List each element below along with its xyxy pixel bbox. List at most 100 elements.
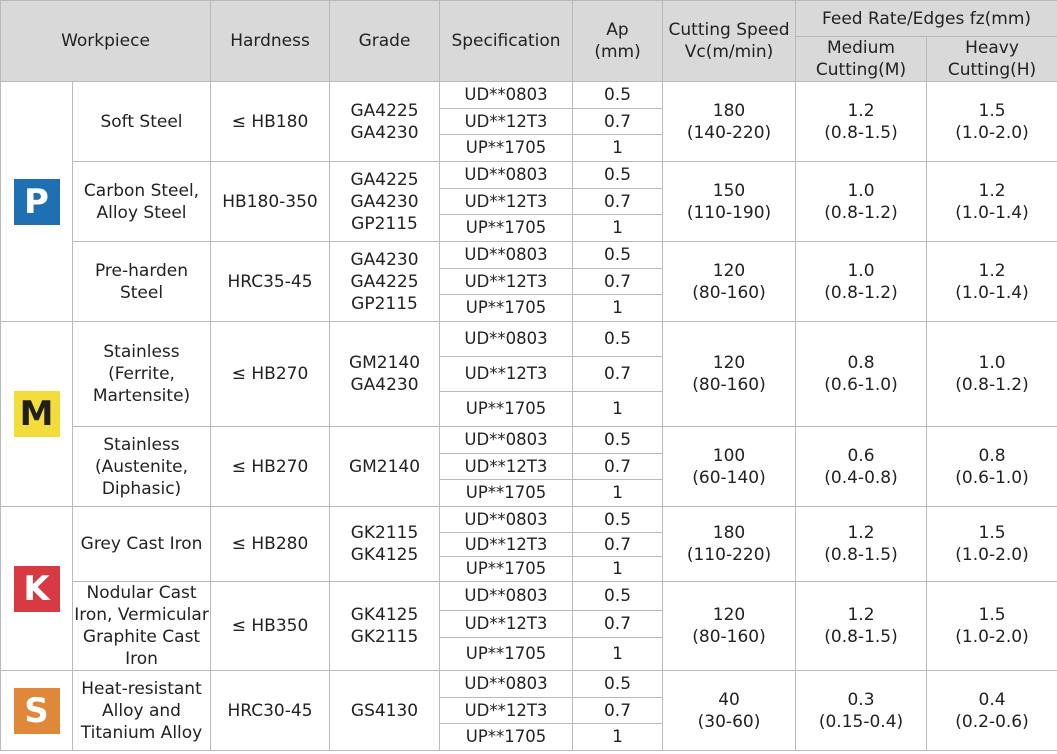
specification-cell: UD**12T3 [439, 532, 574, 557]
workpiece-cell: Stainless (Austenite, Diphasic) [71, 426, 212, 507]
table-row: Nodular Cast Iron, Vermicular Graphite C… [1, 580, 1057, 671]
ap-cell: 1 [572, 294, 664, 322]
header-hardness: Hardness [210, 0, 331, 82]
ap-cell: 0.7 [572, 356, 664, 392]
header-ap: Ap (mm) [572, 0, 664, 82]
specification-cell: UD**12T3 [439, 697, 574, 724]
grade-cell: GK4125 GK2115 [329, 581, 441, 671]
specification-cell: UD**12T3 [439, 188, 574, 215]
specification-cell: UD**0803 [439, 321, 574, 357]
grade-cell: GM2140 GA4230 [329, 321, 441, 427]
ap-cell: 0.7 [572, 188, 664, 215]
table-row: UP**1705 1 [1, 134, 1057, 162]
table-row: M Stainless (Ferrite, Martensite) ≤ HB270 G… [0, 321, 1057, 507]
table-row: UP**1705 1 [1, 479, 1057, 507]
header-feed-rate: Feed Rate/Edges fz(mm) [795, 0, 1057, 37]
cutting-speed-cell: 180 (140-220) [662, 81, 797, 162]
ap-cell: 0.7 [572, 610, 664, 639]
workpiece-cell: Carbon Steel, Alloy Steel [71, 161, 212, 242]
specification-cell: UP**1705 [439, 294, 574, 322]
specification-cell: UD**0803 [439, 506, 574, 533]
ap-cell: 0.5 [572, 161, 664, 189]
ap-cell: 0.5 [572, 241, 664, 269]
table-row: UD**12T3 0.7 [1, 453, 1057, 480]
header-workpiece: Workpiece [0, 0, 212, 82]
hardness-cell: ≤ HB280 [210, 506, 331, 582]
specification-cell: UD**12T3 [439, 610, 574, 639]
ap-cell: 1 [572, 214, 664, 242]
heavy-feed-cell: 0.4 (0.2-0.6) [926, 670, 1057, 751]
specification-cell: UD**12T3 [439, 356, 574, 392]
ap-cell: 1 [572, 479, 664, 507]
medium-feed-cell: 1.2 (0.8-1.5) [795, 506, 928, 582]
grade-cell: GA4225 GA4230 [329, 81, 441, 162]
iso-badge-k: K [13, 565, 60, 612]
hardness-cell: HB180-350 [210, 161, 331, 242]
table-body: P Soft Steel ≤ HB180 GA4225 GA4230 UD**0803 0… [0, 81, 1057, 751]
table-row: UP**1705 1 [1, 556, 1057, 582]
iso-badge-s: S [13, 687, 60, 734]
cutting-speed-cell: 120 (80-160) [662, 581, 797, 671]
workpiece-cell: Nodular Cast Iron, Vermicular Graphite C… [71, 581, 212, 671]
grade-cell: GK2115 GK4125 [329, 506, 441, 582]
specification-cell: UP**1705 [439, 479, 574, 507]
heavy-feed-cell: 1.5 (1.0-2.0) [926, 581, 1057, 671]
iso-group-cell: S [0, 670, 73, 751]
specification-cell: UP**1705 [439, 214, 574, 242]
specification-cell: UP**1705 [439, 723, 574, 751]
cutting-speed-cell: 120 (80-160) [662, 241, 797, 322]
grade-cell: GS4130 [329, 670, 441, 751]
ap-cell: 0.5 [572, 580, 664, 612]
ap-cell: 0.7 [572, 697, 664, 724]
medium-feed-cell: 1.2 (0.8-1.5) [795, 81, 928, 162]
specification-cell: UD**12T3 [439, 108, 574, 135]
table-row: UD**12T3 0.7 [1, 610, 1057, 639]
hardness-cell: ≤ HB180 [210, 81, 331, 162]
specification-cell: UD**0803 [439, 670, 574, 698]
iso-group-cell: M [0, 321, 73, 507]
ap-cell: 0.5 [572, 426, 664, 454]
heavy-feed-cell: 1.5 (1.0-2.0) [926, 506, 1057, 582]
cutting-speed-cell: 180 (110-220) [662, 506, 797, 582]
specification-cell: UP**1705 [439, 134, 574, 162]
ap-cell: 0.5 [572, 81, 664, 109]
specification-cell: UD**0803 [439, 580, 574, 612]
hardness-cell: ≤ HB270 [210, 321, 331, 427]
header-specification: Specification [439, 0, 574, 82]
specification-cell: UD**0803 [439, 81, 574, 109]
ap-cell: 0.7 [572, 268, 664, 295]
hardness-cell: HRC30-45 [210, 670, 331, 751]
ap-cell: 1 [572, 134, 664, 162]
workpiece-cell: Heat-resistant Alloy and Titanium Alloy [71, 670, 212, 751]
cutting-speed-cell: 120 (80-160) [662, 321, 797, 427]
workpiece-cell: Stainless (Ferrite, Martensite) [71, 321, 212, 427]
table-row: P Soft Steel ≤ HB180 GA4225 GA4230 UD**0803 0… [0, 81, 1057, 322]
table-row: Pre-harden Steel HRC35-45 GA4230 GA4225 GP… [1, 241, 1057, 322]
ap-cell: 1 [572, 637, 664, 671]
workpiece-cell: Soft Steel [71, 81, 212, 162]
ap-cell: 0.7 [572, 532, 664, 557]
ap-cell: 1 [572, 391, 664, 427]
heavy-feed-cell: 0.8 (0.6-1.0) [926, 426, 1057, 507]
table-row: UP**1705 1 [1, 723, 1057, 751]
specification-cell: UD**12T3 [439, 453, 574, 480]
specification-cell: UD**12T3 [439, 268, 574, 295]
table-row: Stainless (Austenite, Diphasic) ≤ HB270 GM… [1, 426, 1057, 507]
medium-feed-cell: 0.6 (0.4-0.8) [795, 426, 928, 507]
cutting-speed-cell: 100 (60-140) [662, 426, 797, 507]
heavy-feed-cell: 1.2 (1.0-1.4) [926, 241, 1057, 322]
heavy-feed-cell: 1.5 (1.0-2.0) [926, 81, 1057, 162]
iso-group-cell: P [0, 81, 73, 322]
ap-cell: 0.7 [572, 108, 664, 135]
medium-feed-cell: 0.8 (0.6-1.0) [795, 321, 928, 427]
hardness-cell: ≤ HB350 [210, 581, 331, 671]
header-cutting-speed: Cutting Speed Vc(m/min) [662, 0, 797, 82]
table-row: UP**1705 1 [1, 294, 1057, 322]
cutting-speed-cell: 40 (30-60) [662, 670, 797, 751]
heavy-feed-cell: 1.2 (1.0-1.4) [926, 161, 1057, 242]
iso-badge-p: P [13, 178, 60, 225]
hardness-cell: ≤ HB270 [210, 426, 331, 507]
grade-cell: GM2140 [329, 426, 441, 507]
table-row: S Heat-resistant Alloy and Titanium Alloy… [0, 670, 1057, 751]
